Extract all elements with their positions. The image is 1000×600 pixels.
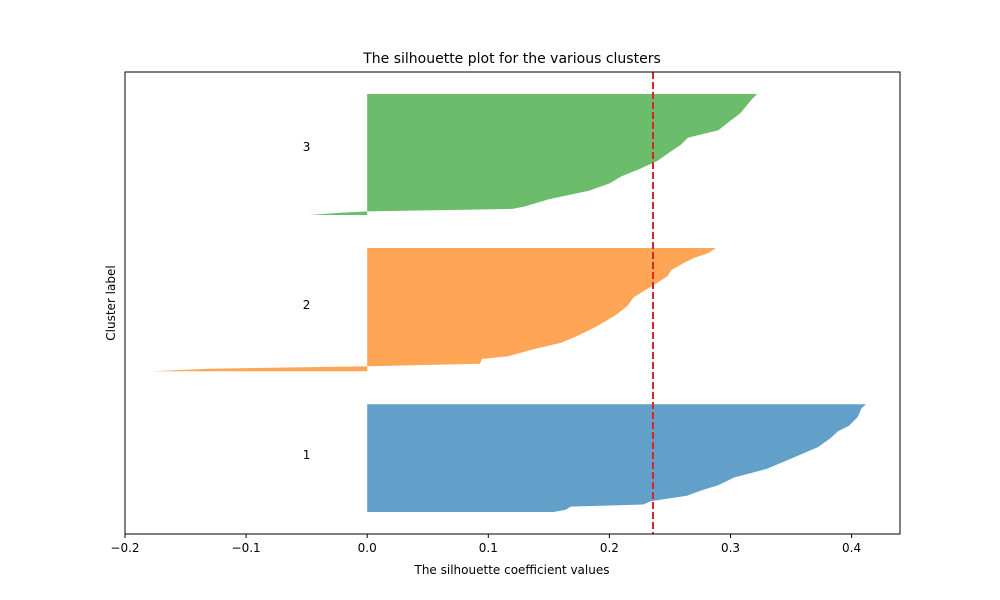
cluster-3-label: 3 [303,140,311,154]
cluster-2-silhouette [152,248,716,372]
x-axis-ticks: −0.2 −0.1 0.0 0.1 0.2 0.3 0.4 [110,534,861,555]
cluster-2-label: 2 [303,298,311,312]
x-tick-label: 0.4 [842,541,861,555]
cluster-1-silhouette [367,404,867,512]
x-axis-label: The silhouette coefficient values [414,563,610,577]
x-tick-label: −0.2 [110,541,139,555]
x-tick-label: 0.2 [600,541,619,555]
cluster-3-silhouette [309,94,758,215]
chart-title: The silhouette plot for the various clus… [362,51,661,67]
x-tick-label: 0.0 [358,541,377,555]
plot-frame [124,71,901,535]
cluster-1-label: 1 [303,448,311,462]
x-tick-label: −0.1 [232,541,261,555]
x-tick-label: 0.3 [721,541,740,555]
plot-area: 1 2 3 [152,72,867,534]
x-tick-label: 0.1 [479,541,498,555]
y-axis-label: Cluster label [104,265,118,340]
